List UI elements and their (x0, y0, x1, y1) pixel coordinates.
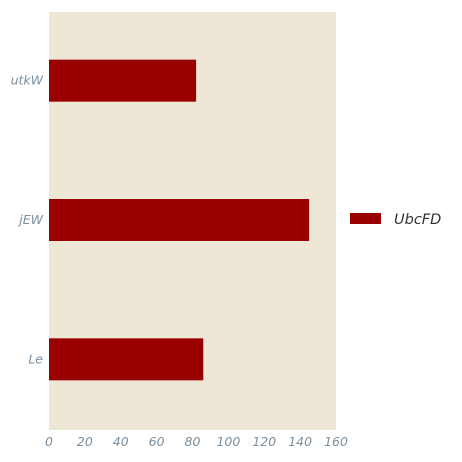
x-tick-label: 60 (149, 434, 165, 449)
x-tick-label: 80 (185, 434, 201, 449)
x-tick-label: 140 (288, 434, 312, 449)
x-axis: 0 20 40 60 80 100 120 140 160 (45, 434, 348, 449)
y-axis: utkW jEW Le (11, 73, 44, 367)
bars-group (49, 59, 310, 381)
x-tick-label: 120 (252, 434, 276, 449)
y-tick-label: utkW (11, 73, 44, 88)
x-tick-label: 160 (324, 434, 348, 449)
y-tick-label: jEW (17, 212, 43, 227)
legend: UbcFD (350, 212, 441, 228)
x-tick-label: 20 (77, 434, 93, 449)
legend-swatch (350, 213, 381, 224)
bar (49, 199, 310, 241)
x-tick-label: 100 (216, 434, 240, 449)
x-tick-label: 0 (45, 434, 53, 449)
bar (49, 338, 204, 381)
bar (49, 59, 197, 102)
legend-label: UbcFD (394, 212, 441, 228)
y-tick-label: Le (28, 351, 43, 366)
x-tick-label: 40 (113, 434, 129, 449)
